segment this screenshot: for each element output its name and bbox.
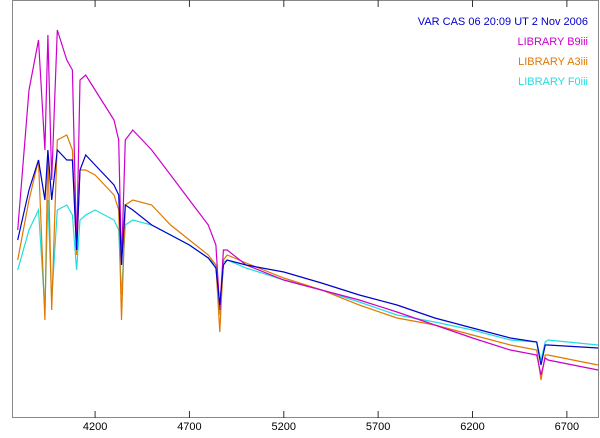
x-tick-label: 6700 [555, 421, 579, 433]
spectrum-line [17, 148, 599, 366]
legend-entry: LIBRARY F0iii [518, 76, 588, 88]
legend-entry: LIBRARY A3iii [518, 56, 588, 68]
spectrum-line [17, 29, 599, 376]
x-tick-label: 6200 [460, 421, 484, 433]
spectrum-line [17, 134, 599, 381]
x-tick-label: 5700 [366, 421, 390, 433]
plot-frame [12, 0, 599, 418]
x-tick-label: 4700 [177, 421, 201, 433]
legend-entry: VAR CAS 06 20:09 UT 2 Nov 2006 [418, 16, 588, 28]
x-tick-label: 4200 [83, 421, 107, 433]
legend-entry: LIBRARY B9iii [517, 36, 588, 48]
x-tick-label: 5200 [272, 421, 296, 433]
